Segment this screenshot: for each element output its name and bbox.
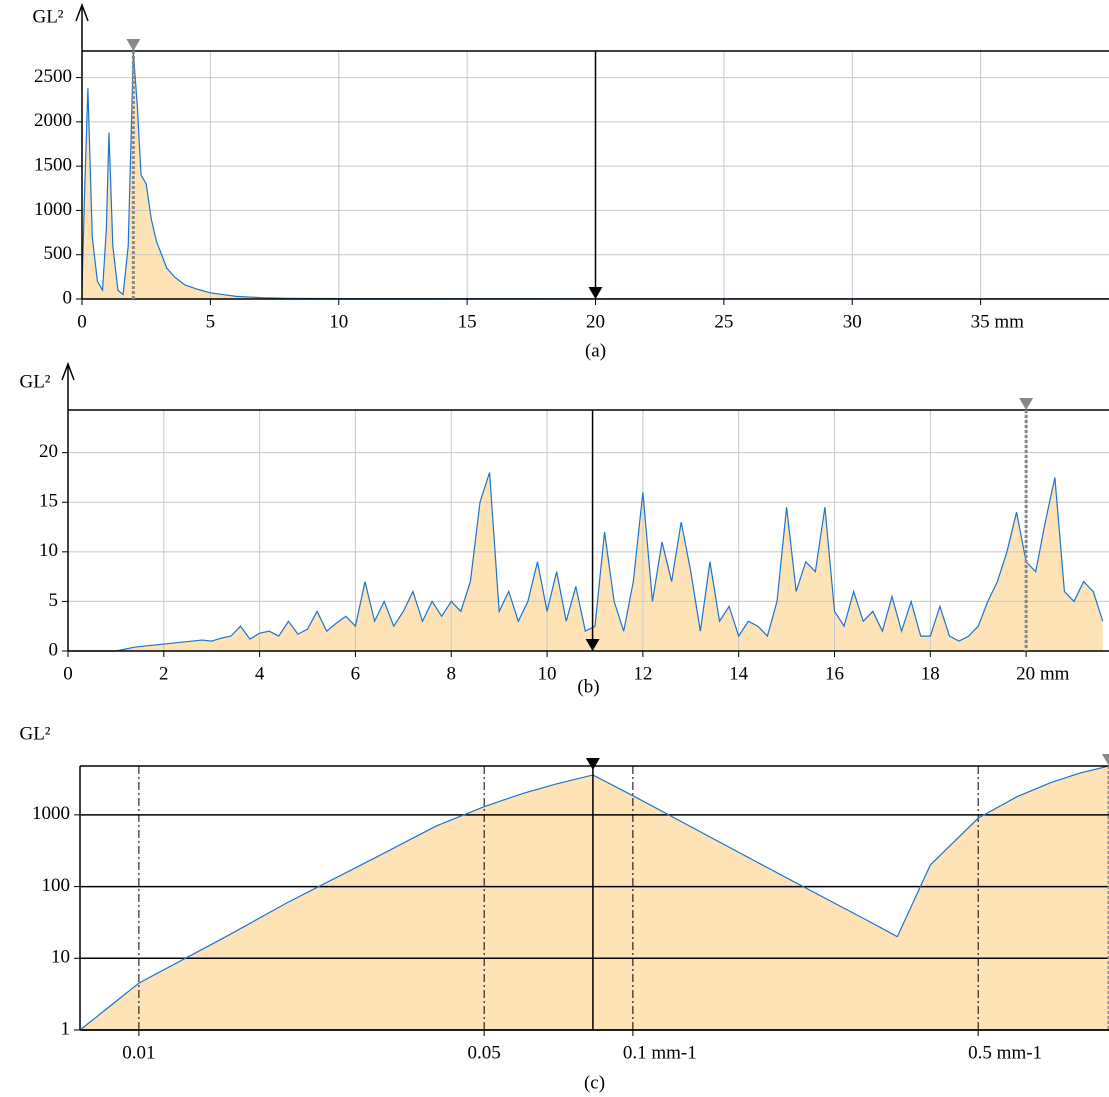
x-tick-label: 4 [255, 663, 265, 684]
caption: (b) [577, 676, 599, 697]
x-tick-label: 10 [538, 663, 557, 684]
x-tick-label: 5 [206, 311, 216, 332]
x-tick-label: 25 [714, 311, 733, 332]
y-tick-label: 100 [42, 875, 71, 896]
x-tick-label: 6 [351, 663, 361, 684]
y-axis-label: GL² [19, 371, 50, 392]
x-tick-label: 35 mm [971, 311, 1025, 332]
cursor-head [585, 758, 600, 770]
area-fill [80, 766, 1109, 1030]
x-tick-label: 30 [843, 311, 862, 332]
y-tick-label: 1 [61, 1018, 71, 1039]
y-tick-label: 5 [49, 590, 59, 611]
x-tick-label: 10 [329, 311, 348, 332]
y-tick-label: 0 [63, 287, 73, 308]
data-line [68, 472, 1104, 652]
x-tick-label: 0.01 [122, 1042, 155, 1063]
y-tick-label: 2000 [34, 110, 72, 131]
x-tick-label: 14 [729, 663, 749, 684]
x-tick-label: 20 mm [1016, 663, 1070, 684]
area-fill [68, 472, 1103, 651]
y-tick-label: 1000 [34, 199, 72, 220]
caption: (a) [585, 340, 606, 361]
y-tick-label: 20 [39, 441, 58, 462]
peak-marker [126, 39, 141, 51]
y-tick-label: 1000 [32, 803, 70, 824]
caption: (c) [584, 1072, 605, 1093]
y-axis-arrow [61, 361, 75, 381]
y-tick-label: 15 [39, 491, 58, 512]
x-tick-label: 2 [159, 663, 169, 684]
x-tick-label: 18 [921, 663, 940, 684]
x-tick-label: 12 [633, 663, 652, 684]
x-tick-label: 20 [586, 311, 605, 332]
y-tick-label: 10 [39, 540, 58, 561]
cursor-head [585, 639, 600, 651]
x-tick-label: 0 [63, 663, 73, 684]
x-tick-label: 15 [458, 311, 477, 332]
y-tick-label: 1500 [34, 155, 72, 176]
x-tick-label: 8 [446, 663, 456, 684]
y-axis-arrow [75, 2, 89, 22]
y-axis-label: GL² [32, 6, 63, 27]
y-axis-label: GL² [19, 723, 50, 744]
y-tick-label: 0 [49, 639, 59, 660]
x-tick-label: 0.1 mm-1 [623, 1042, 697, 1063]
y-tick-label: 10 [51, 947, 70, 968]
x-tick-label: 0 [77, 311, 87, 332]
cursor-head [588, 287, 603, 299]
peak-marker [1019, 398, 1034, 410]
x-tick-label: 0.05 [468, 1042, 501, 1063]
y-tick-label: 2500 [34, 66, 72, 87]
y-tick-label: 500 [44, 243, 73, 264]
x-tick-label: 0.5 mm-1 [968, 1042, 1042, 1063]
x-tick-label: 16 [825, 663, 844, 684]
data-line [79, 765, 1109, 1031]
peak-marker [1102, 754, 1109, 766]
